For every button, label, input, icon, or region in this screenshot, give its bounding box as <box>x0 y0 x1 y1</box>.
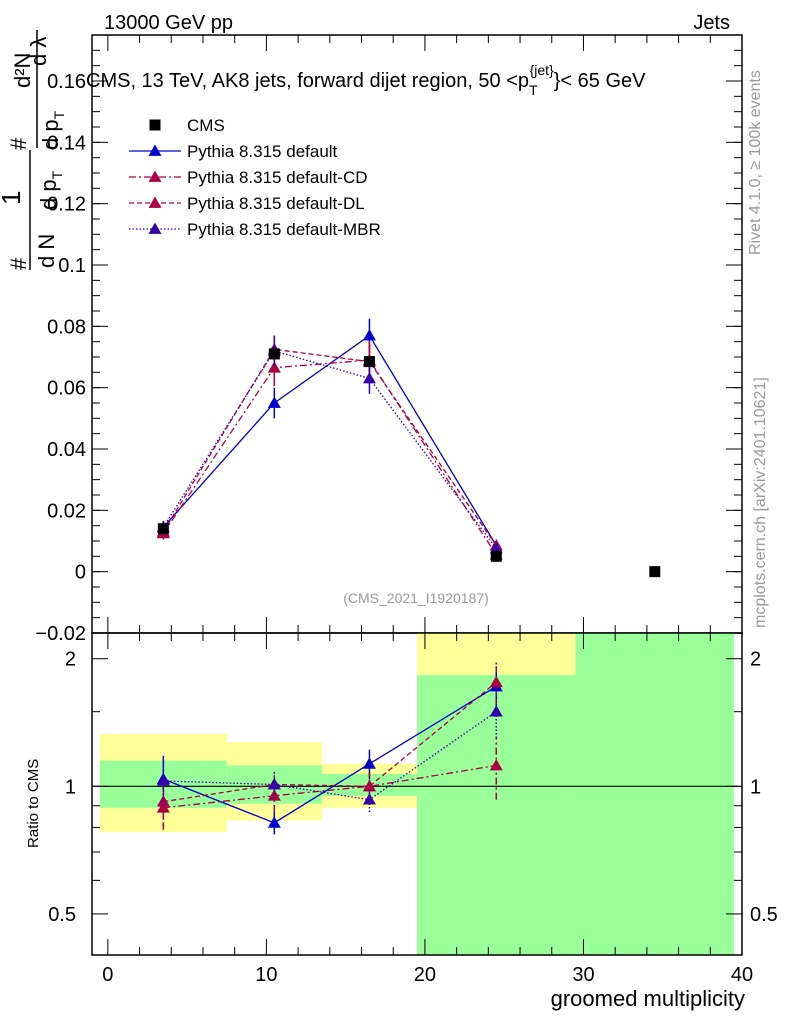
main-series-line <box>162 359 497 556</box>
main-series-marker <box>267 396 281 408</box>
legend-cms-marker <box>149 119 161 131</box>
legend-marker <box>148 196 162 208</box>
ratio-series-line <box>163 764 497 809</box>
ratio-ytick-label-right: 2 <box>750 649 761 671</box>
legend-label: Pythia 8.315 default-MBR <box>187 220 381 239</box>
main-ytick-label: 0.16 <box>47 71 86 93</box>
header-left: 13000 GeV pp <box>104 12 233 34</box>
main-y-axis-label: # 1 d N d pT # d²N d pT d λ <box>0 30 67 270</box>
ratio-ytick-label: 1 <box>65 776 76 798</box>
cms-data-point <box>363 356 375 368</box>
main-ytick-label: 0.08 <box>47 316 86 338</box>
ratio-ytick-label: 0.5 <box>48 904 76 926</box>
ratio-series-marker <box>267 777 281 790</box>
ratio-series-layer <box>156 662 503 835</box>
analysis-label: (CMS_2021_I1920187) <box>343 590 489 606</box>
ratio-series-marker <box>362 793 376 805</box>
rivet-watermark: Rivet 4.1.0, ≥ 100k events <box>747 70 764 255</box>
ratio-panel: 0.5 0.5 1 1 2 2 0 10 20 30 40 <box>48 632 778 986</box>
ratio-xtick-label: 20 <box>414 964 436 986</box>
main-y-ticks: −0.02 0 0.02 0.04 0.06 0.08 0.1 0.12 0.14 0.16 <box>35 49 742 645</box>
legend-cms-label: CMS <box>187 116 225 135</box>
main-data-layer <box>157 348 661 578</box>
main-ytick-label: 0 <box>75 562 86 584</box>
main-series-line <box>162 334 497 546</box>
main-series-marker <box>489 542 503 554</box>
ratio-y-ticks: 0.5 0.5 1 1 2 2 <box>48 649 778 926</box>
cms-data-point <box>268 348 280 360</box>
main-ytick-label: −0.02 <box>35 623 86 645</box>
cms-data-point <box>490 550 502 562</box>
ratio-xtick-label: 40 <box>731 964 753 986</box>
ratio-series-marker <box>362 779 376 792</box>
ylabel-dn: d N <box>34 234 59 268</box>
ratio-series-line <box>163 681 497 803</box>
ratio-series-marker <box>489 675 503 688</box>
ratio-series-line <box>163 685 497 824</box>
legend-label: Pythia 8.315 default-CD <box>187 168 368 187</box>
cms-data-point <box>649 566 661 578</box>
legend-marker <box>148 170 162 182</box>
ratio-series-marker <box>489 758 503 771</box>
cms-data-point <box>157 523 169 535</box>
ratio-ytick-label-right: 1 <box>750 776 761 798</box>
ratio-band-green <box>417 675 576 955</box>
legend-label: Pythia 8.315 default <box>187 142 338 161</box>
main-ytick-label: 0.1 <box>58 255 86 277</box>
ylabel-dpt-2: d pT <box>38 110 67 150</box>
ratio-ytick-label-right: 0.5 <box>750 904 778 926</box>
ylabel-dpt: d pT <box>36 170 65 210</box>
main-series-marker <box>362 371 376 384</box>
main-ytick-label: 0.12 <box>47 194 86 216</box>
ratio-y-axis-label: Ratio to CMS <box>25 759 42 848</box>
ratio-band-green <box>575 633 735 955</box>
main-ytick-label: 0.14 <box>47 132 86 154</box>
legend: CMS Pythia 8.315 default Pythia 8.315 defa… <box>129 116 381 239</box>
main-ytick-label: 0.06 <box>47 378 86 400</box>
ylabel-hash-2: # <box>6 137 31 150</box>
ylabel-d2n: d²N <box>10 53 35 88</box>
ylabel-hash-1: # <box>6 257 31 270</box>
main-series-marker <box>267 361 281 373</box>
mcplots-watermark: mcplots.cern.ch [arXiv:2401.10621] <box>752 377 769 628</box>
main-series-marker <box>362 329 376 341</box>
main-series-line <box>162 350 497 550</box>
ratio-xtick-label: 10 <box>255 964 277 986</box>
chart-title: CMS, 13 TeV, AK8 jets, forward dijet reg… <box>86 62 646 98</box>
ratio-frame <box>91 632 743 956</box>
ylabel-one: 1 <box>0 191 26 205</box>
legend-marker <box>148 144 162 156</box>
main-ytick-label: 0.02 <box>47 500 86 522</box>
x-axis-label: groomed multiplicity <box>551 986 745 1011</box>
ratio-series-marker <box>267 816 281 828</box>
ratio-ytick-label: 2 <box>65 649 76 671</box>
main-series-layer <box>156 318 503 560</box>
ratio-series-marker <box>489 705 503 717</box>
ratio-bands <box>99 633 735 955</box>
ratio-series-marker <box>362 757 376 769</box>
main-panel: −0.02 0 0.02 0.04 0.06 0.08 0.1 0.12 0.14 0.16 <box>35 34 743 645</box>
main-ytick-label: 0.04 <box>47 439 86 461</box>
ratio-series-marker <box>156 774 170 786</box>
header-right: Jets <box>693 12 730 34</box>
legend-marker <box>148 222 162 234</box>
ratio-xtick-label: 30 <box>572 964 594 986</box>
main-series-line <box>162 348 497 546</box>
ylabel-dl: d λ <box>26 37 51 66</box>
ratio-xtick-label: 0 <box>102 964 113 986</box>
ratio-series-line <box>163 711 497 801</box>
legend-label: Pythia 8.315 default-DL <box>187 194 365 213</box>
